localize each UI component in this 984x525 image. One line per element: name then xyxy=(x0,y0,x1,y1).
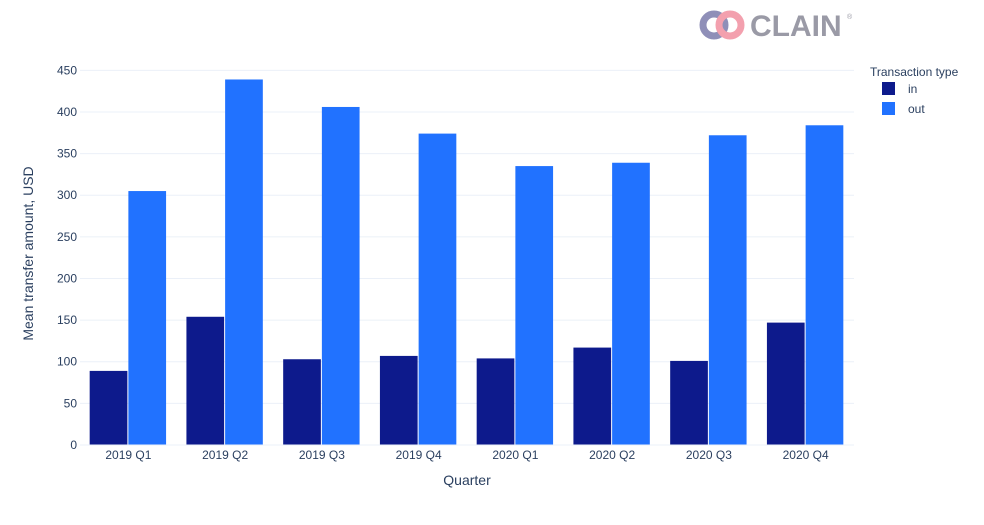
bar-in xyxy=(379,355,418,445)
y-tick-label: 300 xyxy=(57,188,77,202)
legend-label-out: out xyxy=(908,102,925,116)
bar-out xyxy=(515,166,554,445)
y-tick-label: 400 xyxy=(57,105,77,119)
bar-out xyxy=(418,133,457,445)
y-tick-label: 0 xyxy=(70,438,77,452)
bar-in xyxy=(573,347,612,445)
x-tick-label: 2019 Q4 xyxy=(396,448,442,462)
bar-out xyxy=(805,125,844,445)
bar-in xyxy=(476,358,515,445)
x-tick-label: 2019 Q3 xyxy=(299,448,345,462)
x-tick-label: 2020 Q2 xyxy=(589,448,635,462)
bar-out xyxy=(708,135,747,445)
logo-ring-right-icon xyxy=(715,10,745,40)
legend-label-in: in xyxy=(908,82,917,96)
y-tick-label: 200 xyxy=(57,271,77,285)
legend-swatch-in xyxy=(882,82,895,95)
bar-in xyxy=(670,360,708,445)
x-tick-label: 2019 Q1 xyxy=(105,448,151,462)
bar-in xyxy=(283,359,321,445)
x-tick-label: 2020 Q4 xyxy=(783,448,829,462)
x-tick-label: 2020 Q1 xyxy=(492,448,538,462)
y-tick-label: 50 xyxy=(64,396,78,410)
logo-ring-left-icon xyxy=(699,10,729,40)
y-tick-label: 350 xyxy=(57,147,77,161)
bar-out xyxy=(321,106,360,445)
y-axis-title: Mean transfer amount, USD xyxy=(20,166,36,340)
y-axis-ticks: 0 50 100 150 200 250 300 350 400 450 xyxy=(57,63,77,452)
bar-in xyxy=(186,316,225,445)
bar-in xyxy=(89,370,128,445)
y-tick-label: 100 xyxy=(57,355,77,369)
y-tick-label: 450 xyxy=(57,63,77,77)
x-tick-label: 2019 Q2 xyxy=(202,448,248,462)
legend-title: Transaction type xyxy=(870,65,959,79)
x-axis-ticks: 2019 Q1 2019 Q2 2019 Q3 2019 Q4 2020 Q1 2020 … xyxy=(105,448,829,462)
legend-swatch-out xyxy=(882,102,895,115)
bar-out xyxy=(225,79,263,446)
y-tick-label: 150 xyxy=(57,313,77,327)
bar-in xyxy=(766,322,805,445)
x-axis-title: Quarter xyxy=(443,472,491,488)
x-tick-label: 2020 Q3 xyxy=(686,448,732,462)
clain-logo: CLAIN ® xyxy=(699,10,853,43)
logo-registered-mark: ® xyxy=(847,13,853,21)
bar-out xyxy=(612,162,650,445)
bars xyxy=(89,79,844,446)
y-tick-label: 250 xyxy=(57,230,77,244)
legend: Transaction type in out xyxy=(870,65,959,116)
logo-text: CLAIN xyxy=(750,10,842,43)
bar-out xyxy=(128,191,167,445)
